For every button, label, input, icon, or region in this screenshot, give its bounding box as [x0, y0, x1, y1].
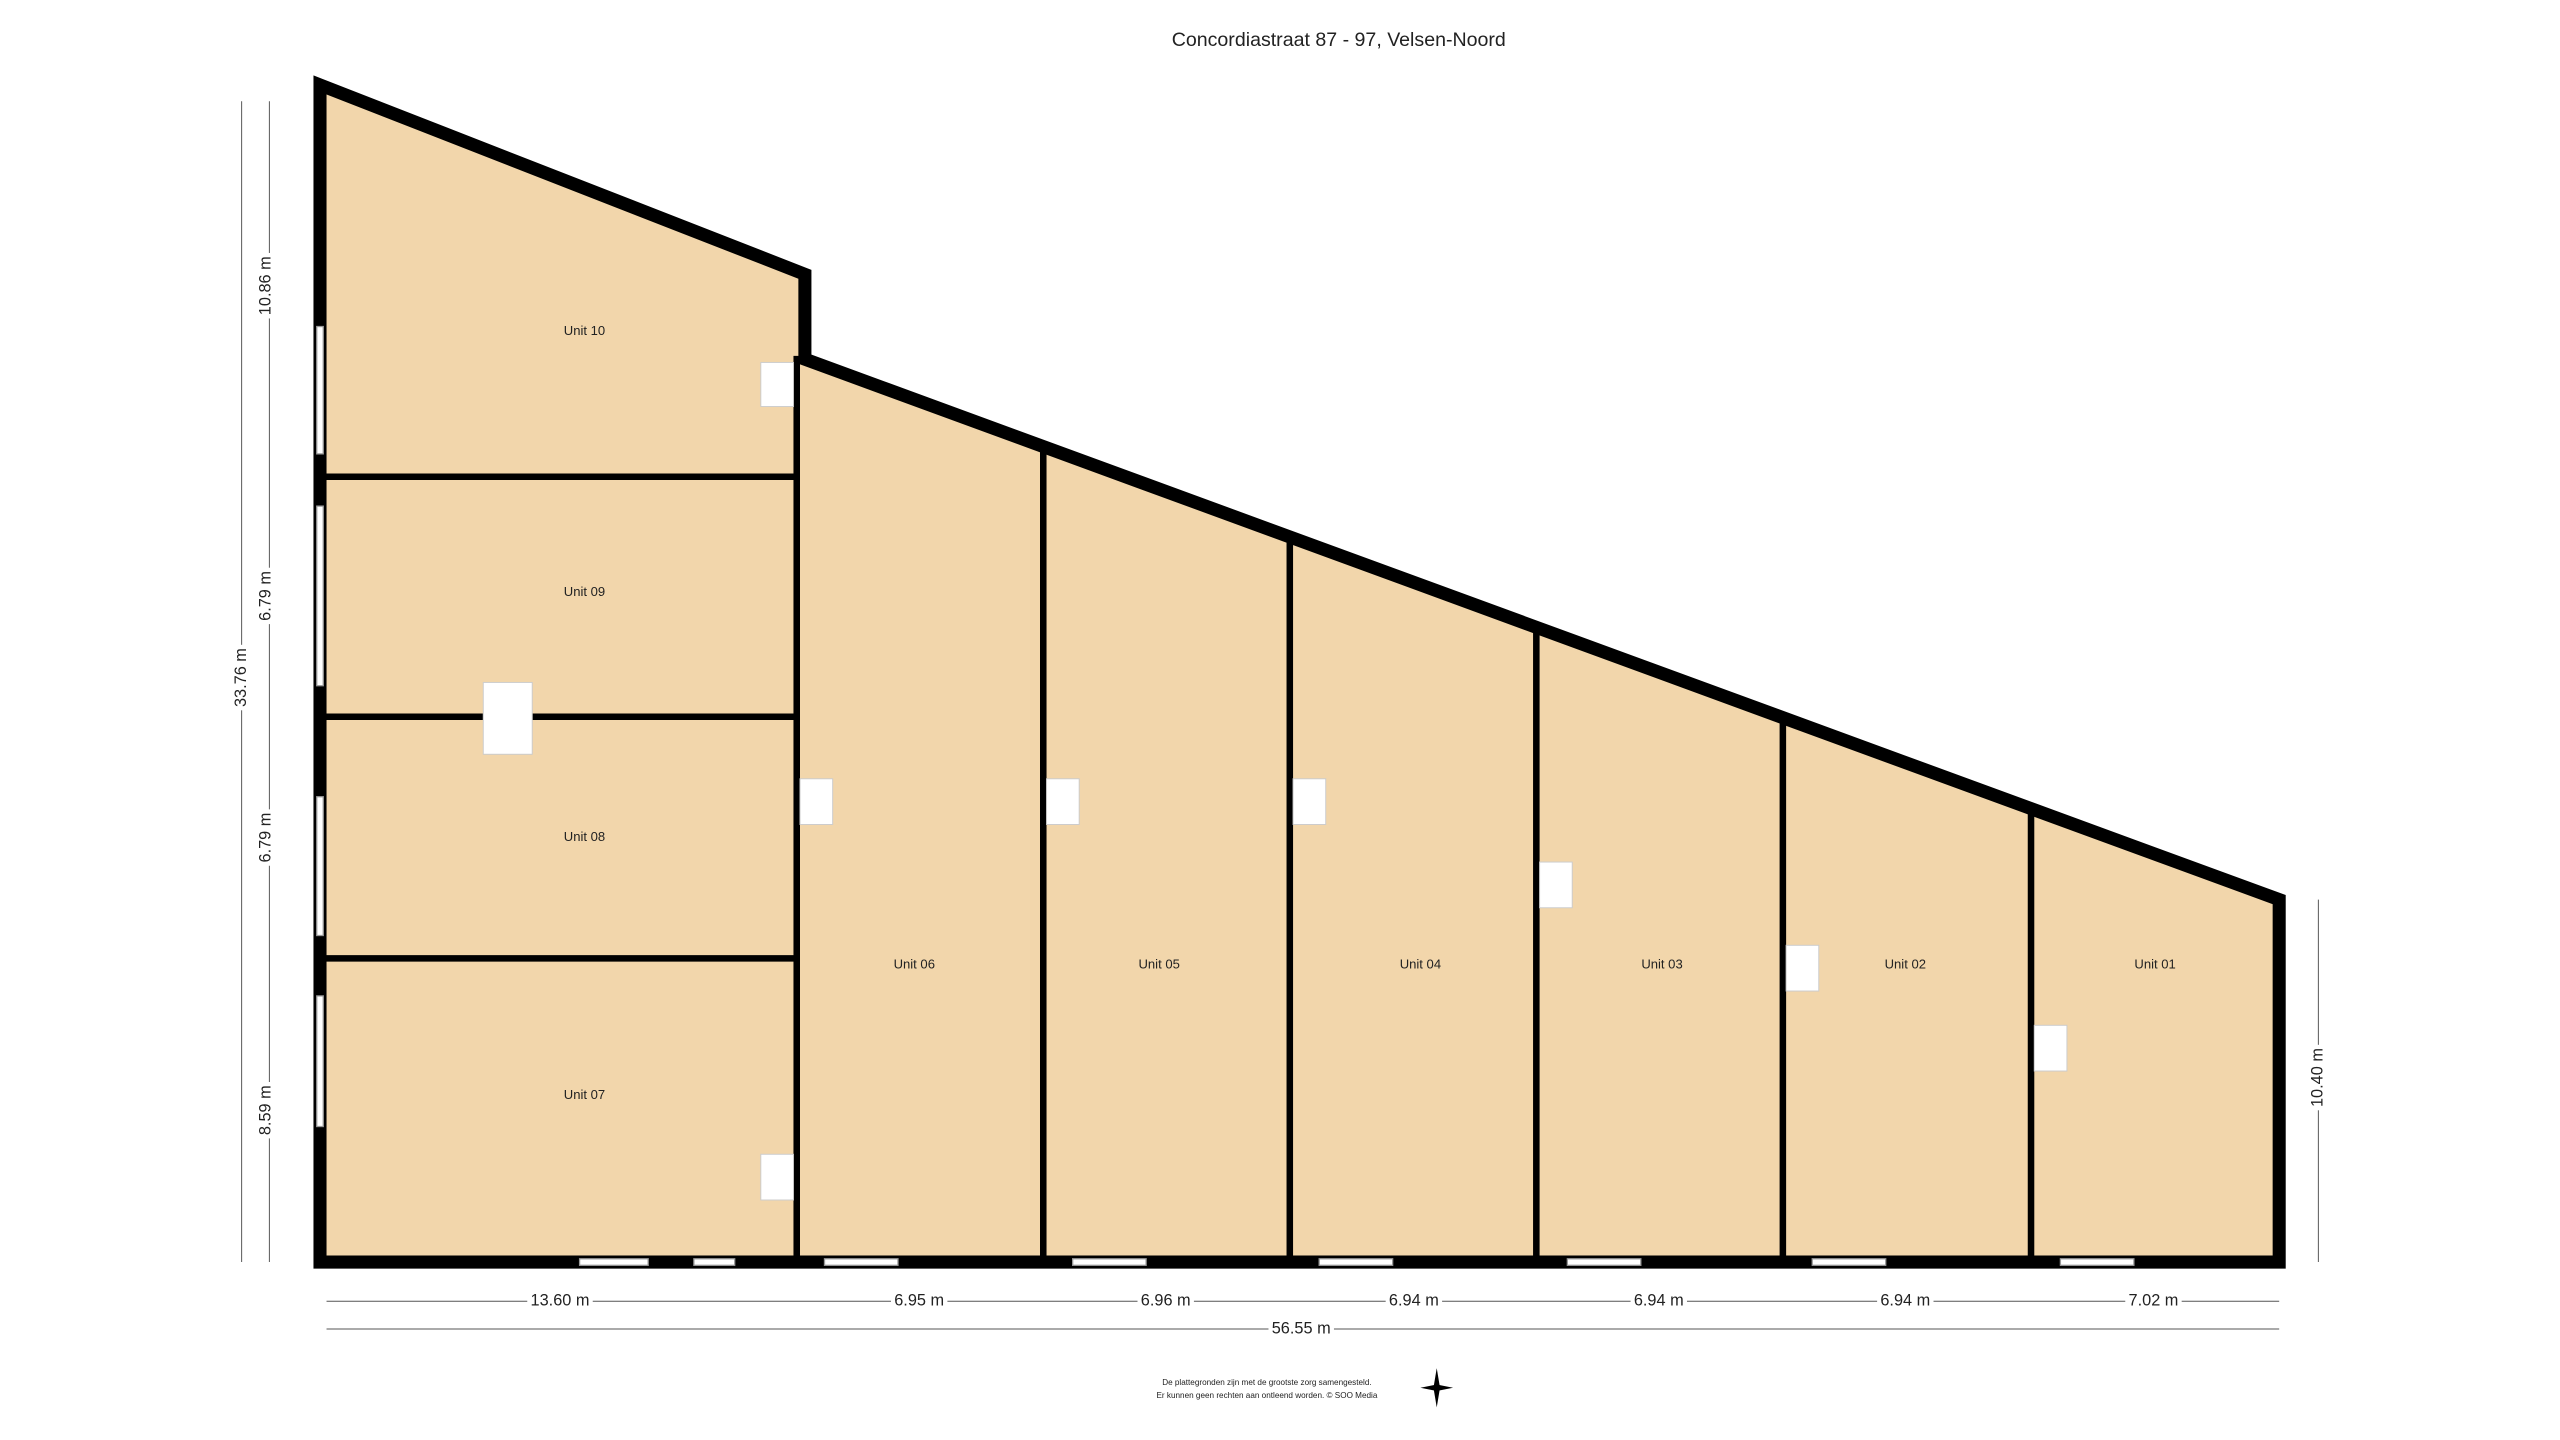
dimension-label: 6.96 m [1141, 1292, 1191, 1310]
dimension-label: 8.59 m [256, 1085, 274, 1135]
windows [316, 325, 2135, 1266]
dimension-label: 6.94 m [1634, 1292, 1684, 1310]
unit-label: Unit 01 [2134, 956, 2175, 971]
label-bg [254, 252, 277, 319]
label-bg [527, 1289, 593, 1312]
dimension-label: 6.79 m [256, 813, 274, 863]
building [313, 75, 2286, 1269]
unit-label: Unit 05 [1139, 956, 1180, 971]
dimension-label: 6.95 m [894, 1292, 944, 1310]
label-bg [2125, 1289, 2182, 1312]
unit-label: Unit 07 [564, 1087, 605, 1102]
footer-text: Er kunnen geen rechten aan ontleend word… [1156, 1391, 1377, 1400]
unit-label: Unit 04 [1400, 956, 1441, 971]
dimension-label: 6.79 m [256, 571, 274, 621]
outer-wall [313, 75, 2286, 1269]
unit-label: Unit 10 [564, 323, 605, 338]
label-bg [254, 1082, 277, 1139]
unit-label: Unit 02 [1885, 956, 1926, 971]
dimension-label: 10.86 m [256, 256, 274, 315]
dimension-label: 33.76 m [232, 648, 250, 707]
interior-walls [320, 355, 2035, 1263]
dimension-label: 7.02 m [2129, 1292, 2179, 1310]
dimension-label: 56.55 m [1272, 1319, 1331, 1337]
dimension-label: 10.40 m [2309, 1048, 2327, 1107]
label-bg [254, 809, 277, 866]
title: Concordiastraat 87 - 97, Velsen-Noord [1172, 29, 1506, 51]
label-bg [1630, 1289, 1687, 1312]
label-bg [1268, 1317, 1334, 1339]
label-bg [1877, 1289, 1934, 1312]
compass [1420, 1368, 1454, 1408]
stairs [482, 361, 2068, 1201]
label-bg [254, 567, 277, 625]
label-bg [2307, 1044, 2329, 1111]
unit-label: Unit 06 [894, 956, 935, 971]
dimension-label: 6.94 m [1389, 1292, 1439, 1310]
unit-label: Unit 08 [564, 829, 605, 844]
dimension-label: 13.60 m [531, 1292, 590, 1310]
label-bg [230, 644, 252, 711]
label-bg [1385, 1289, 1443, 1312]
label-bg [890, 1289, 948, 1312]
dimension-label: 6.94 m [1880, 1292, 1930, 1310]
unit-label: Unit 03 [1641, 956, 1682, 971]
unit-label: Unit 09 [564, 584, 605, 599]
label-bg [1137, 1289, 1194, 1312]
footer-text: De plattegronden zijn met de grootste zo… [1162, 1378, 1371, 1387]
